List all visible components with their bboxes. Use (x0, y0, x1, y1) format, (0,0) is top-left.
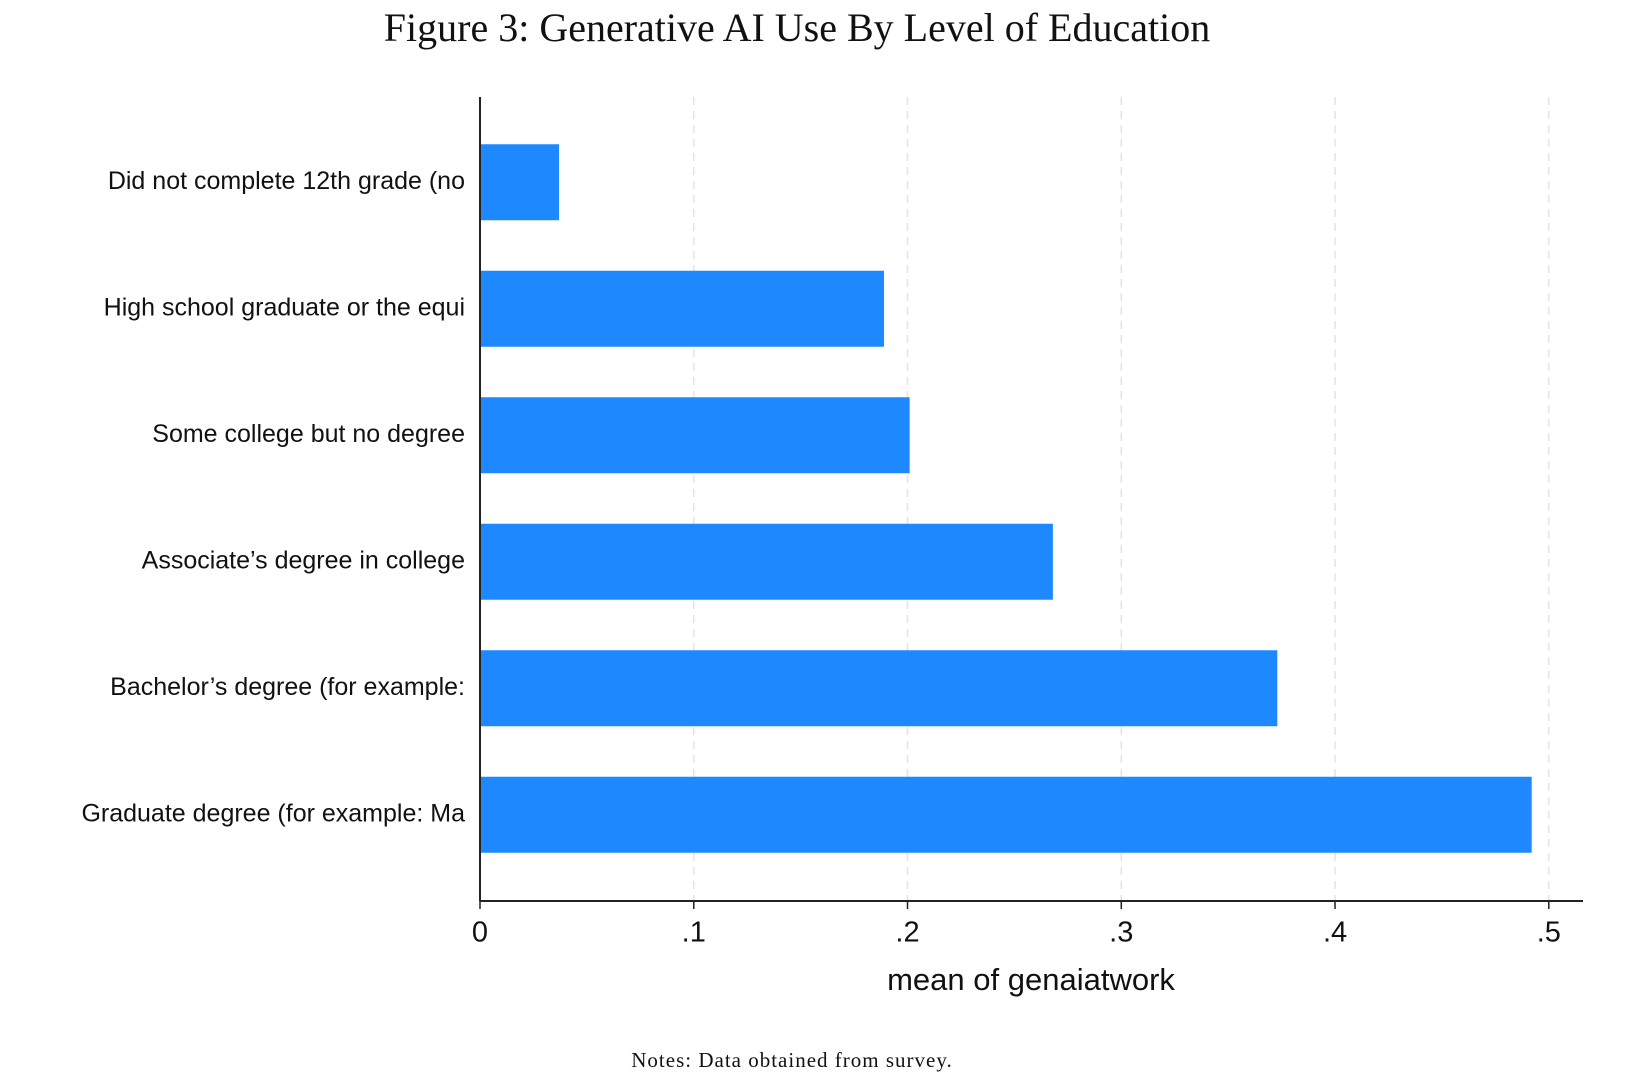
x-tick-label: .1 (682, 917, 706, 949)
y-tick-label: Graduate degree (for example: Ma (81, 799, 465, 827)
bar (480, 650, 1278, 727)
notes: Notes: Data obtained from survey. (631, 1048, 952, 1072)
y-tick-label: High school graduate or the equi (104, 293, 465, 321)
chart-title: Figure 3: Generative AI Use By Level of … (384, 5, 1210, 50)
bar (480, 270, 885, 347)
y-tick-label: Associate’s degree in college (142, 546, 465, 574)
bar (480, 144, 560, 221)
x-tick-label: 0 (472, 917, 488, 949)
x-tick-label: .5 (1537, 917, 1561, 949)
x-axis-label: mean of genaiatwork (887, 962, 1175, 997)
x-tick-label: .2 (895, 917, 919, 949)
x-tick-label: .4 (1323, 917, 1347, 949)
y-tick-label: Did not complete 12th grade (no (108, 167, 465, 195)
bar (480, 776, 1532, 853)
bar (480, 397, 910, 474)
y-tick-label: Some college but no degree (152, 420, 465, 448)
y-tick-label: Bachelor’s degree (for example: (110, 673, 465, 701)
x-tick-label: .3 (1109, 917, 1133, 949)
bar (480, 523, 1053, 600)
